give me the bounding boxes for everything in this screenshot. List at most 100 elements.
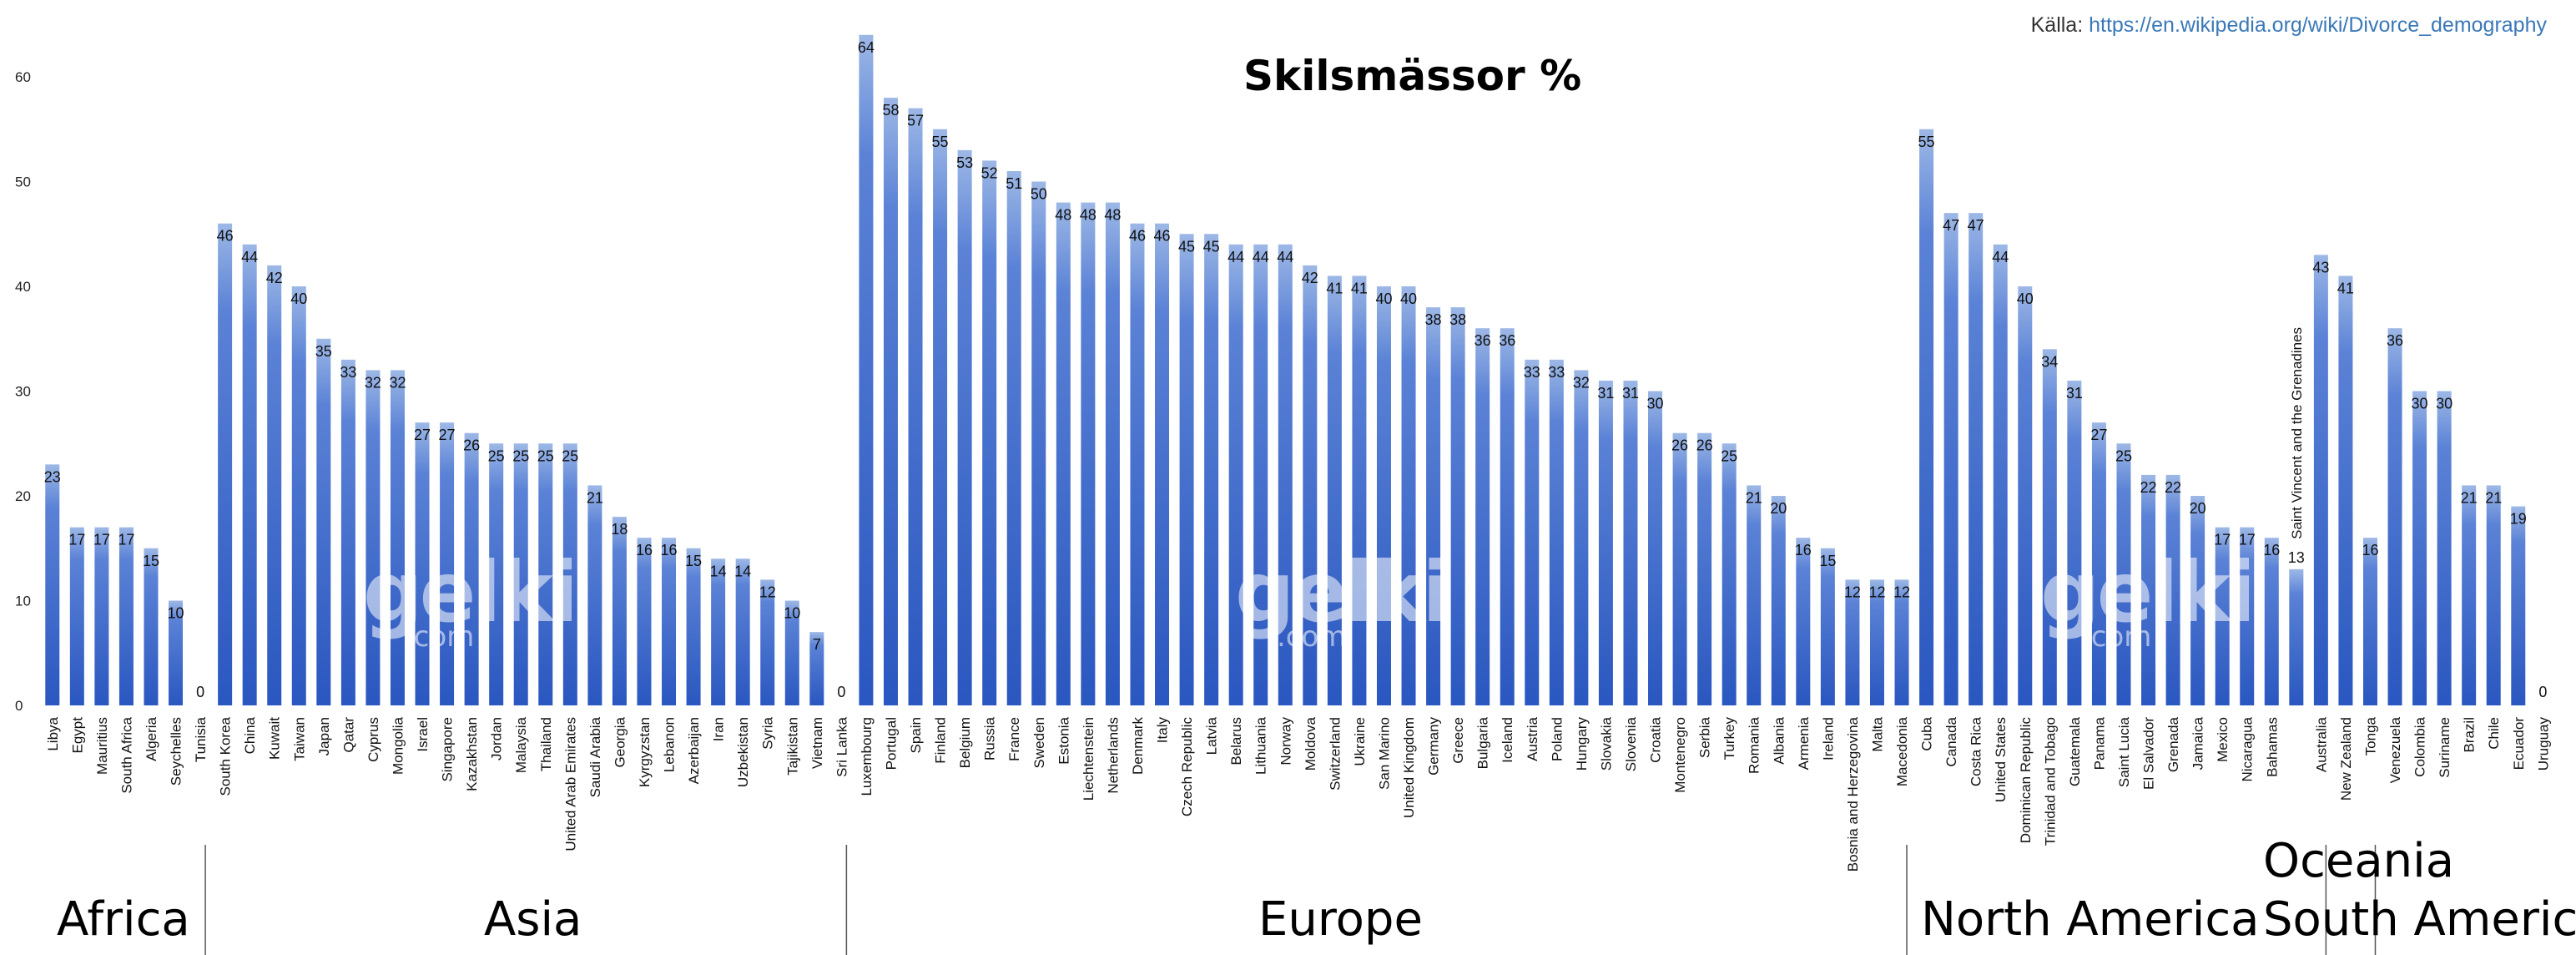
bar-value-label: 21 [2485,489,2502,506]
category-label: Kazakhstan [464,717,480,791]
bar-value-label: 25 [488,447,505,464]
category-label: Germany [1426,717,1442,776]
y-tick-label: 0 [15,698,23,714]
bar [1623,380,1638,705]
bar [1771,496,1786,705]
category-label: Greece [1450,717,1466,764]
category-label: Latvia [1204,716,1220,755]
bar-value-label: 34 [2041,353,2058,370]
region-label: Asia [484,892,582,947]
bar [144,548,159,705]
category-label: Bulgaria [1475,716,1491,769]
category-label: Uzbekistan [735,717,751,787]
bar [1105,202,1120,706]
bar-value-label: 20 [1770,500,1787,517]
bar [94,527,109,705]
category-label: Azerbaijan [686,717,702,784]
bar [587,485,602,705]
bar-value-label: 33 [1548,364,1565,381]
category-label: United States [1993,717,2009,802]
bar [2462,485,2477,705]
category-label: Jordan [489,717,505,760]
bar-value-label: 16 [1795,542,1812,558]
category-label: Switzerland [1327,717,1343,791]
bar-value-label: 46 [217,228,234,245]
bar-value-label: 46 [1154,228,1171,245]
category-label: Ukraine [1352,717,1368,766]
category-label: Taiwan [291,717,307,761]
bar [1303,265,1318,705]
category-label: Albania [1771,716,1787,764]
bar [1278,244,1293,705]
category-label: Brazil [2462,717,2478,753]
category-label: France [1006,717,1022,761]
category-label: Malaysia [513,716,529,773]
bar [1006,170,1021,705]
category-label: Australia [2313,716,2329,772]
bar-value-label: 25 [1721,447,1737,464]
category-label: San Marino [1376,717,1392,790]
source-link[interactable]: https://en.wikipedia.org/wiki/Divorce_de… [2089,13,2547,37]
watermark-suffix: .com [2082,620,2152,654]
bar [291,286,306,705]
bar [2486,485,2501,705]
bar-value-label: 45 [1178,238,1195,255]
bar [2240,527,2255,705]
bar-value-label: 42 [266,270,283,286]
bar-value-label: 44 [1277,249,1293,265]
bar-value-label: 38 [1425,311,1442,328]
chart-title: Skilsmässor % [1243,52,1582,100]
bar [242,244,257,705]
bar [1796,538,1811,705]
bar [735,558,750,705]
category-label: Israel [415,717,431,752]
bar [1598,380,1613,705]
bar-value-label: 15 [685,553,702,569]
bar-value-label: 18 [611,521,628,538]
bar-value-label: 30 [2436,396,2452,412]
bar [957,149,972,706]
bar-value-label: 25 [537,447,554,464]
category-label: Dominican Republic [2018,717,2034,844]
bar-value-label: 17 [93,532,110,548]
bar-value-label: 12 [1893,584,1910,600]
watermark-logo: gelki .com [363,551,578,652]
bar-value-label: 16 [636,542,653,558]
category-label: Mauritius [94,717,110,775]
bar-value-label: 16 [2263,542,2280,558]
bar-value-label: 58 [882,102,899,119]
bar [1574,370,1589,705]
bar-value-label: 41 [1326,280,1343,296]
bar-value-label: 26 [1696,437,1713,454]
bar-value-label: 44 [1253,249,1269,265]
bar-value-label: 12 [1844,584,1861,600]
bar [859,34,874,706]
bar [982,160,997,705]
category-label: Sri Lanka [834,716,849,776]
bar-value-label: 41 [1351,280,1368,296]
bar-value-label: 41 [2337,280,2354,296]
bar-value-label: 27 [2090,427,2107,443]
bar-value-label: 36 [1499,332,1515,349]
bar [2412,391,2427,705]
bar-value-label: 64 [858,39,875,56]
category-label: Algeria [144,716,159,760]
category-label: Lebanon [662,717,678,772]
category-label: Venezuela [2387,716,2403,783]
category-label: Liechtenstein [1081,717,1096,801]
bar [1943,213,1958,705]
bar [1648,391,1663,705]
y-tick-label: 20 [15,488,31,504]
bar-value-label: 36 [2387,332,2403,349]
bar [1130,223,1145,705]
category-label: Egypt [69,717,85,754]
bar-value-label: 46 [1129,228,1146,245]
bar-value-label: 42 [1302,270,1318,286]
y-tick-label: 10 [15,594,31,609]
bar [267,265,282,705]
bar [1820,548,1835,705]
bar-value-label: 21 [2461,489,2478,506]
bar [1969,213,1984,705]
y-tick-label: 60 [15,69,31,85]
bar [1204,234,1219,705]
